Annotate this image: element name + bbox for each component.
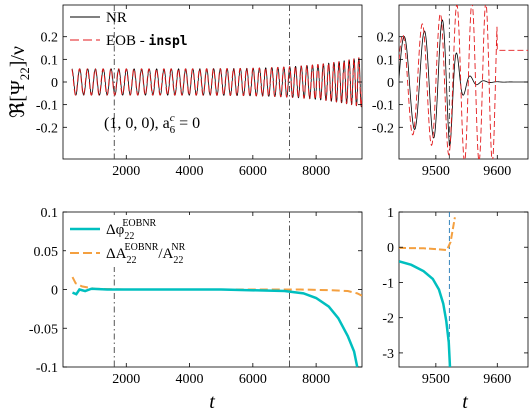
panel-bottom-right-frame (398, 211, 529, 368)
x-tick-label: 2000 (112, 164, 140, 179)
y-tick-label: 0 (387, 76, 394, 91)
y-tick-label: 0 (387, 241, 394, 256)
x-tick-label: 9500 (422, 372, 450, 387)
y-tick-label: -1 (382, 276, 394, 291)
series-delta-amplitude (71, 276, 362, 297)
x-tick-label: 8000 (302, 164, 330, 179)
y-tick-label: -0.2 (372, 121, 394, 136)
series-delta-phase (72, 287, 359, 367)
y-tick-label: -0.1 (36, 361, 58, 376)
legend-label-damp: ΔA22EOBNR/A22NR (106, 242, 186, 266)
panel-top-right-plot (399, 5, 528, 159)
y-tick-label: 0.1 (41, 206, 59, 221)
tick-layer: 2000 4000 6000 8000 -0.2 -0.1 0 0.1 0.2 9500 9600 -… (29, 5, 528, 387)
y-tick-label: 0.2 (41, 31, 59, 46)
y-tick-label: -3 (382, 347, 394, 362)
series-delta-phase-zoom (399, 260, 452, 367)
y-tick-label: 0.1 (41, 53, 59, 68)
x-tick-label: 9600 (483, 164, 511, 179)
series-eob-inspl (71, 57, 362, 108)
y-tick-label: -0.1 (372, 99, 394, 114)
y-tick-label: -0.1 (36, 99, 58, 114)
x-tick-label: 6000 (239, 164, 267, 179)
x-tick-label: 4000 (176, 164, 204, 179)
legend-top-left: NR EOB - inspl (70, 10, 188, 49)
series-delta-amplitude-zoom (399, 217, 456, 252)
panel-top-left-frame (62, 4, 363, 160)
y-tick-label: -0.2 (36, 121, 58, 136)
legend-bottom-left: Δφ22EOBNR ΔA22EOBNR/A22NR (66, 215, 236, 267)
y-tick-label: 0.2 (377, 31, 395, 46)
x-tick-label: 9500 (422, 164, 450, 179)
y-tick-label: 0 (51, 76, 58, 91)
x-axis-label-right: t (462, 391, 468, 412)
x-tick-label: 6000 (239, 372, 267, 387)
x-axis-label-left: t (209, 391, 215, 412)
x-tick-label: 9600 (483, 372, 511, 387)
y-tick-label: 0 (51, 284, 58, 299)
y-tick-label: 0.05 (34, 245, 59, 260)
y-axis-label: ℜ[Ψ22]/ν (7, 46, 32, 118)
legend-label-dphi: Δφ22EOBNR (106, 218, 157, 242)
panel-top-left-plot (71, 5, 362, 159)
panel-bottom-right-plot (399, 212, 456, 367)
y-tick-label: 0.1 (377, 53, 395, 68)
legend-label-nr: NR (106, 10, 127, 26)
y-tick-label: -0.05 (29, 322, 58, 337)
series-nr-zoom (399, 19, 528, 147)
y-tick-label: -2 (382, 312, 394, 327)
legend-label-eob: EOB - inspl (106, 33, 188, 49)
x-tick-label: 2000 (112, 372, 140, 387)
y-tick-label: 1 (387, 206, 394, 221)
series-eob-zoom (399, 5, 528, 159)
x-tick-label: 8000 (302, 372, 330, 387)
x-tick-label: 4000 (176, 372, 204, 387)
legend-background (66, 215, 236, 267)
annotation-label: (1, 0, 0), ac 6 = 0 (104, 112, 200, 136)
panel-bottom-left-plot (71, 212, 362, 367)
